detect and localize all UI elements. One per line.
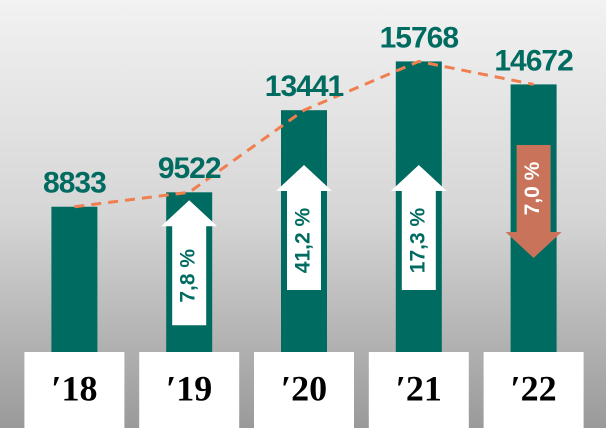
change-label: 41,2 % [292,207,315,273]
category-box [139,352,240,428]
x-tick-label: ′21 [396,368,442,408]
category-box [254,352,354,428]
value-label: 8833 [43,167,106,200]
x-tick-label: ′22 [511,368,557,408]
change-label: 17,3 % [406,207,429,273]
category-box [483,352,584,428]
value-label: 15768 [380,21,459,54]
value-label: 13441 [265,70,344,103]
category-box [368,352,469,428]
x-tick-label: ′19 [166,368,212,408]
change-label: 7,0 % [521,161,544,215]
change-label: 7,8 % [177,249,200,303]
value-label: 9522 [158,152,221,185]
trend-line [74,59,534,209]
change-arrow [161,200,218,326]
x-tick-label: ′20 [281,368,327,408]
change-arrow [505,145,562,258]
bar [51,206,98,352]
category-box [24,352,125,428]
change-arrow [390,165,447,290]
x-tick-label: ′18 [51,368,97,408]
change-arrow [276,165,332,290]
value-label: 14672 [494,44,573,77]
